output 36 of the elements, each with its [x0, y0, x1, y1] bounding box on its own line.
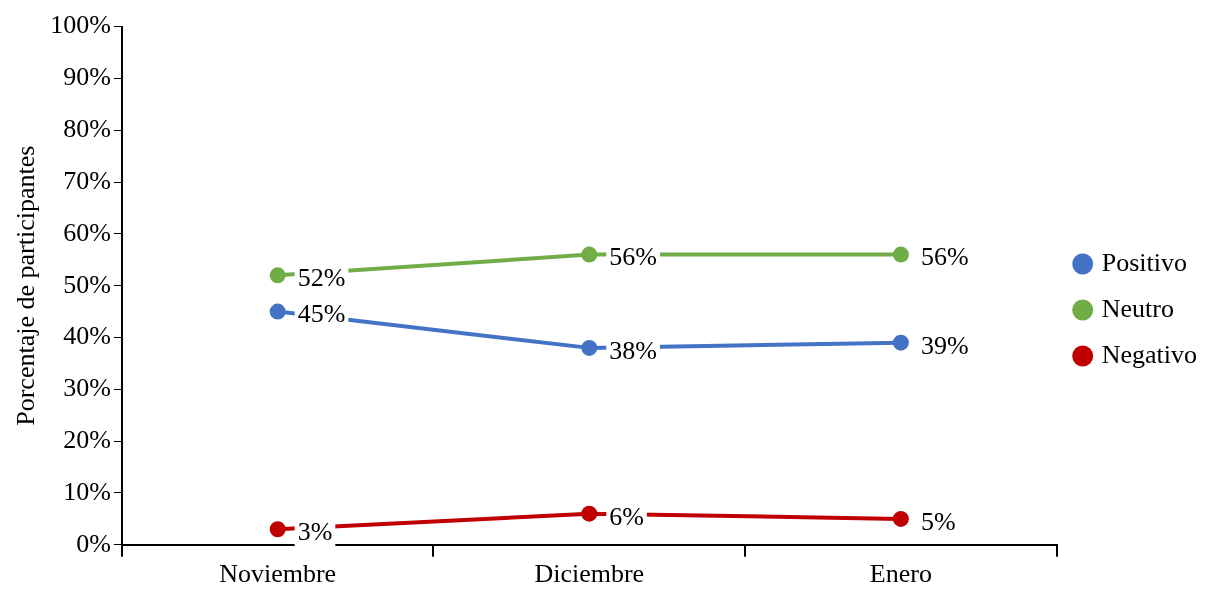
- point: [581, 339, 598, 356]
- point: [269, 267, 286, 284]
- point: [892, 334, 909, 351]
- x-tick-label: Diciembre: [534, 559, 645, 589]
- y-tick-label: 40%: [63, 321, 111, 351]
- x-tick-label: Noviembre: [219, 559, 337, 589]
- y-tick-label: 20%: [63, 424, 111, 454]
- legend-label: Neutro: [1101, 293, 1174, 323]
- data-label: 56%: [609, 242, 657, 272]
- y-tick-label: 90%: [63, 62, 111, 92]
- data-label: 52%: [297, 263, 346, 293]
- data-label: 5%: [920, 506, 956, 536]
- y-tick-label: 80%: [63, 114, 111, 144]
- point: [269, 303, 286, 320]
- legend-label: Positivo: [1101, 247, 1187, 277]
- data-label: 56%: [920, 242, 969, 272]
- data-label: 6%: [609, 501, 644, 531]
- y-tick-label: 70%: [63, 165, 111, 195]
- point: [269, 521, 286, 538]
- legend-label: Negativo: [1101, 339, 1198, 369]
- y-tick-label: 10%: [63, 476, 111, 506]
- point: [581, 246, 598, 263]
- data-label: 39%: [920, 330, 969, 360]
- y-axis-title: Porcentaje de participantes: [11, 145, 41, 426]
- data-label: 3%: [297, 517, 333, 547]
- y-tick-label: 60%: [63, 217, 111, 247]
- y-tick-label: 100%: [50, 10, 111, 40]
- y-tick-label: 50%: [63, 269, 111, 299]
- data-label: 45%: [297, 299, 346, 329]
- point: [581, 505, 598, 522]
- point: [892, 510, 909, 527]
- x-tick-label: Enero: [869, 559, 932, 589]
- y-tick-label: 0%: [76, 528, 111, 558]
- y-tick-label: 30%: [63, 373, 111, 403]
- point: [892, 246, 909, 263]
- data-label: 38%: [609, 335, 657, 365]
